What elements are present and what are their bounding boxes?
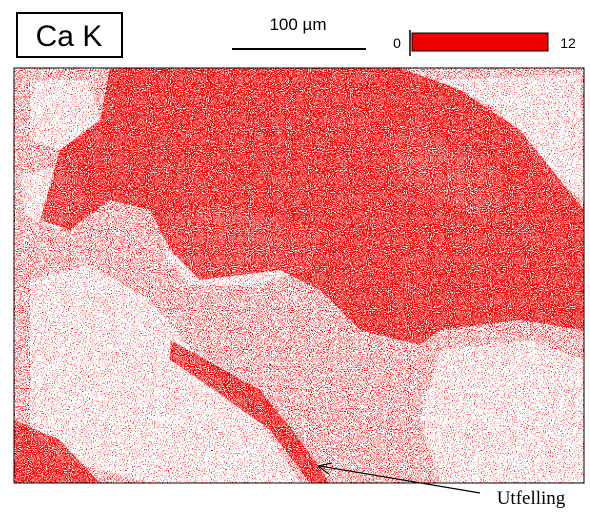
title-box: Ca K: [17, 13, 122, 57]
title: Ca K: [36, 20, 103, 53]
color-scale-max: 12: [560, 35, 576, 51]
element-map-figure: Ca K 100 µm 0 12 Utfelling: [0, 0, 590, 513]
element-map: [14, 68, 584, 483]
color-scale-min: 0: [393, 35, 401, 51]
scale-bar: 100 µm: [232, 15, 366, 49]
annotation-label: Utfelling: [497, 488, 566, 509]
scale-bar-label: 100 µm: [269, 15, 326, 34]
color-scale: 0 12: [393, 30, 576, 56]
